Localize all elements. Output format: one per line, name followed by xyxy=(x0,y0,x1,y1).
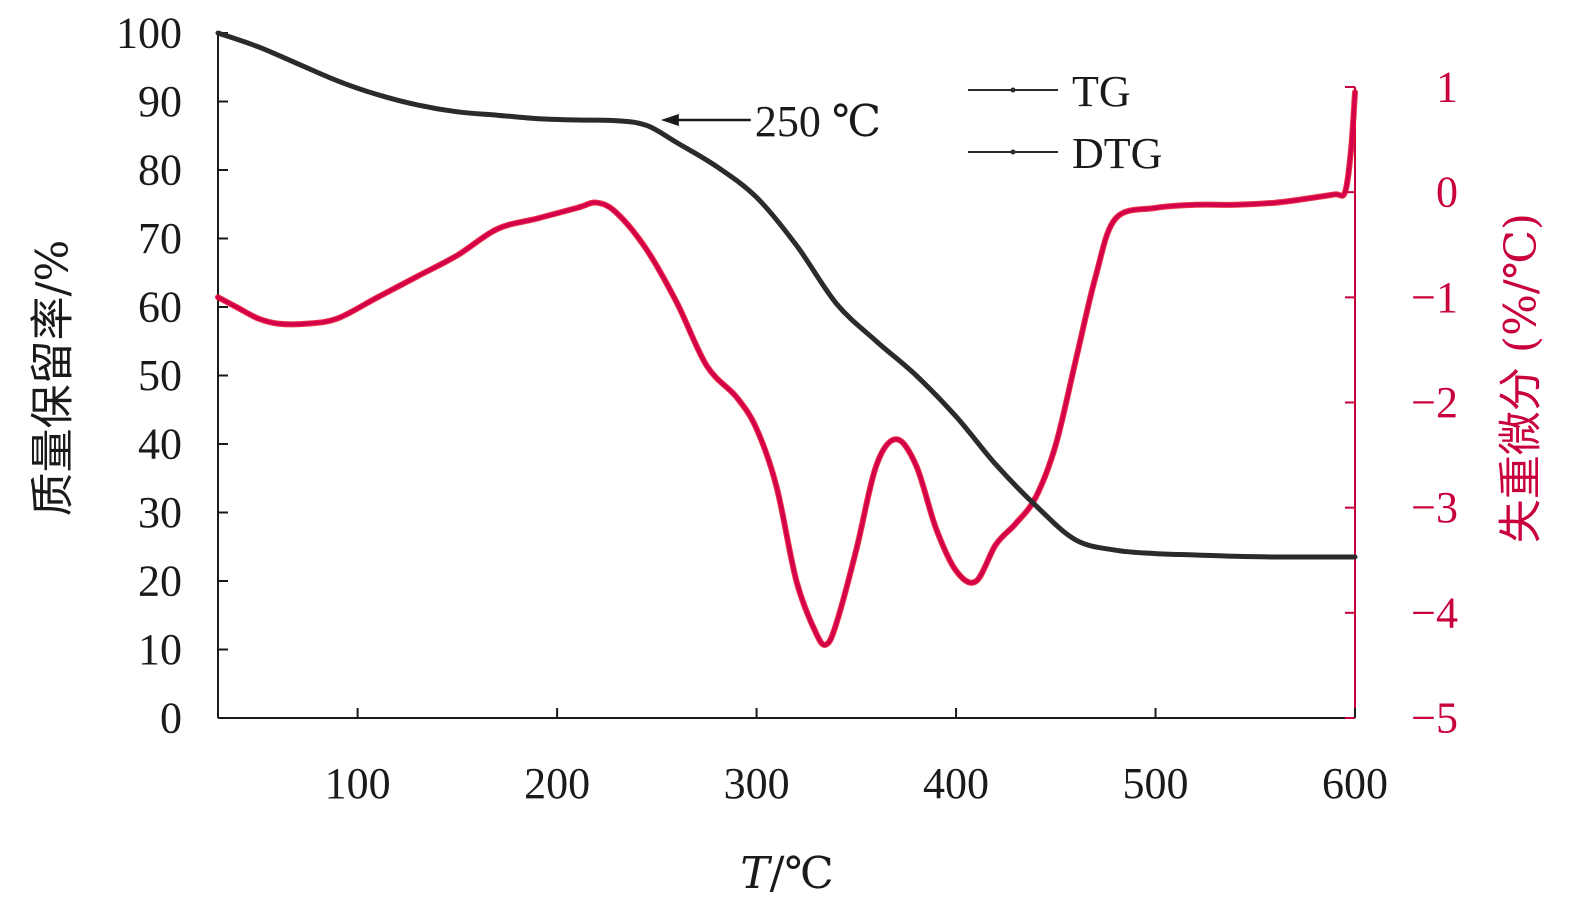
axes-layer xyxy=(217,32,1356,719)
y-tick-label: 50 xyxy=(138,351,182,400)
x-axis-title-symbol: T xyxy=(740,848,773,899)
x-axis-title: T/℃ xyxy=(740,848,833,899)
x-tick-label: 300 xyxy=(724,759,790,808)
y2-tick-label: −3 xyxy=(1411,483,1458,532)
x-tick-label: 400 xyxy=(923,759,989,808)
x-axis-title-unit: /℃ xyxy=(770,848,834,899)
annotation-arrowhead xyxy=(660,114,679,127)
y2-tick-label: 0 xyxy=(1436,168,1458,217)
y-tick-label: 40 xyxy=(138,420,182,469)
y-tick-label: 20 xyxy=(138,557,182,606)
y-tick-label: 30 xyxy=(138,488,182,537)
tg-series-line xyxy=(215,30,1358,560)
y-tick-label: 10 xyxy=(138,625,182,674)
legend-label-tg: TG xyxy=(1072,67,1131,116)
legend: TG DTG xyxy=(968,67,1162,178)
legend-marker-tg xyxy=(1010,87,1016,93)
legend-item-dtg: DTG xyxy=(968,129,1162,178)
y-tick-label: 70 xyxy=(138,214,182,263)
y-tick-label: 100 xyxy=(116,9,182,58)
label-layer: 0 10 20 30 40 50 60 70 80 90 100 −5 −4 −3 −2 −1 0 1 100 200… xyxy=(116,9,1458,809)
y-tick-label: 0 xyxy=(160,694,182,743)
y-tick-label: 80 xyxy=(138,146,182,195)
series-layer xyxy=(215,30,1358,648)
y2-tick-label: −1 xyxy=(1411,273,1458,322)
x-tick-label: 600 xyxy=(1322,759,1388,808)
x-tick-label: 200 xyxy=(524,759,590,808)
dtg-series-line xyxy=(216,90,1357,647)
y-tick-label: 90 xyxy=(138,77,182,126)
annotation-label: 250 ℃ xyxy=(755,97,881,146)
x-tick-label: 500 xyxy=(1123,759,1189,808)
x-tick-label: 100 xyxy=(325,759,391,808)
dtg-series-line-underlay xyxy=(215,89,1358,648)
y2-tick-label: −2 xyxy=(1411,378,1458,427)
y2-tick-label: −5 xyxy=(1411,694,1458,743)
y2-tick-label: −4 xyxy=(1411,588,1458,637)
legend-label-dtg: DTG xyxy=(1072,129,1162,178)
legend-item-tg: TG xyxy=(968,67,1131,116)
legend-marker-dtg xyxy=(1010,149,1016,155)
annotation-250: 250 ℃ xyxy=(660,97,881,146)
y2-tick-label: 1 xyxy=(1436,63,1458,112)
y-tick-label: 60 xyxy=(138,283,182,332)
y-axis-title: 质量保留率/% xyxy=(28,240,79,517)
y2-axis-title: 失重微分 (%/℃) xyxy=(1496,213,1547,543)
